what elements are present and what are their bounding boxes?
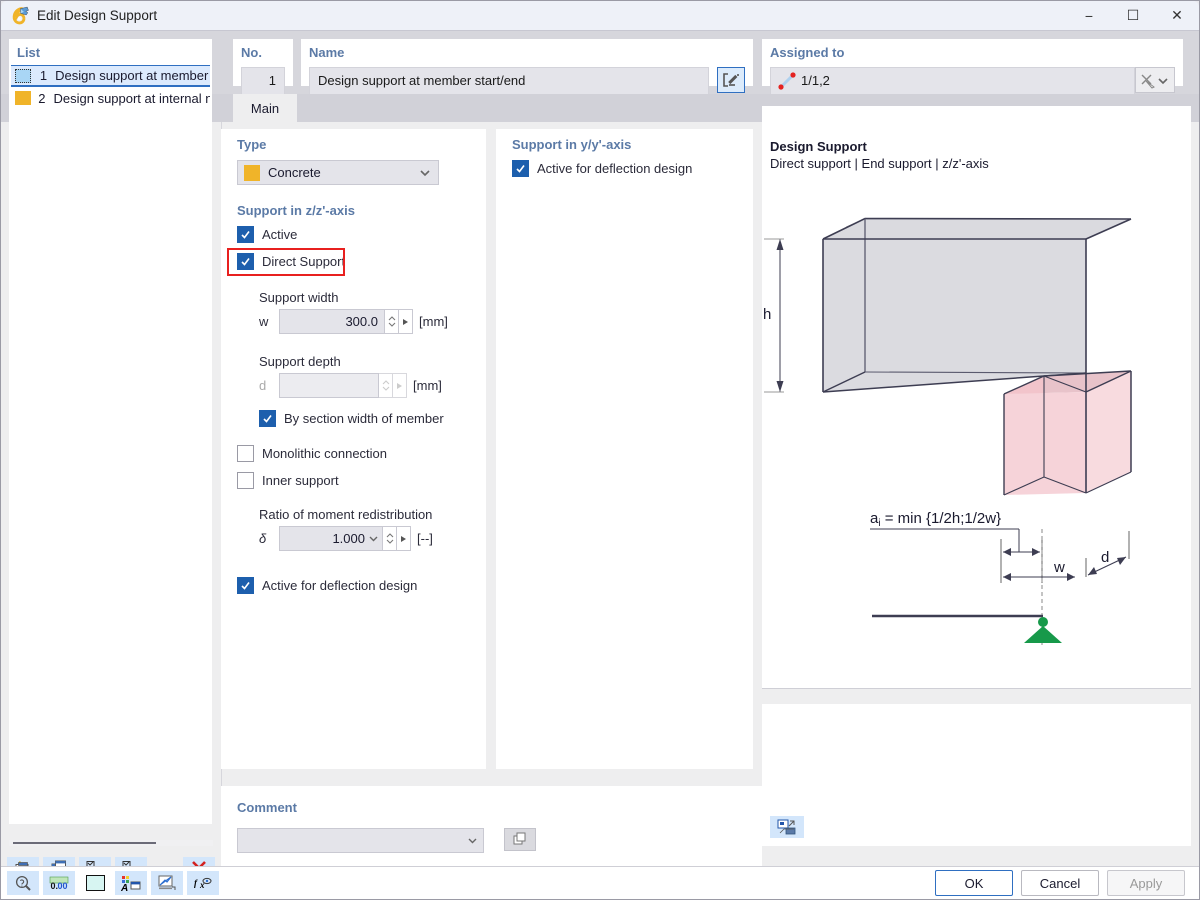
svg-text:w: w	[1053, 559, 1065, 576]
svg-text:d: d	[1101, 549, 1109, 566]
svg-text:x: x	[199, 880, 205, 890]
svg-text:00: 00	[58, 881, 68, 890]
svg-text:ai = min {1/2h;1/2w}: ai = min {1/2h;1/2w}	[870, 510, 1001, 529]
svg-text:h: h	[763, 306, 771, 323]
svg-text:f: f	[194, 878, 198, 888]
svg-text:A: A	[121, 883, 128, 892]
